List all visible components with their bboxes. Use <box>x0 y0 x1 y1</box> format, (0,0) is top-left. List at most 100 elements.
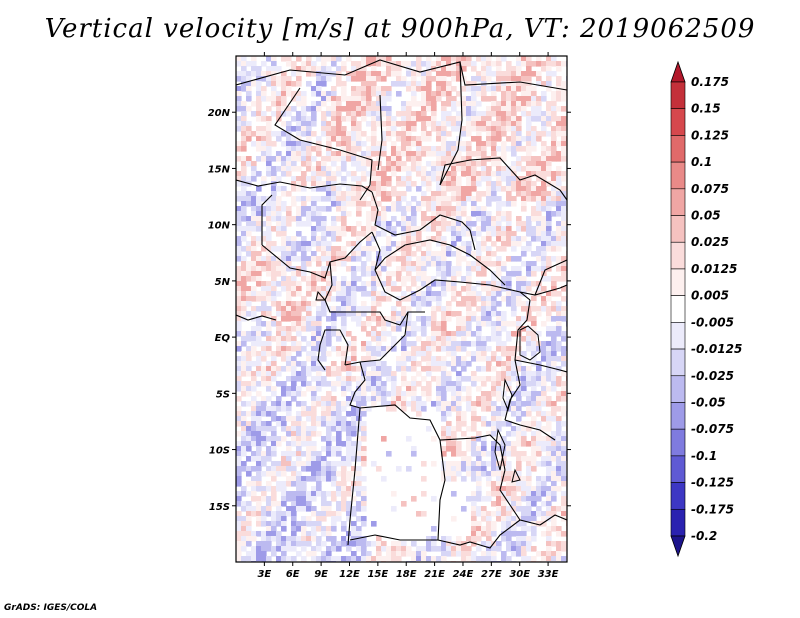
field-cell <box>356 76 362 82</box>
field-cell <box>291 256 297 262</box>
field-cell <box>536 401 542 407</box>
field-cell <box>416 406 422 412</box>
field-cell <box>236 276 242 282</box>
field-cell <box>436 281 442 287</box>
field-cell <box>551 156 557 162</box>
field-cell <box>451 401 457 407</box>
field-cell <box>421 461 427 467</box>
field-cell <box>371 521 377 527</box>
field-cell <box>481 166 487 172</box>
field-cell <box>516 361 522 367</box>
field-cell <box>491 296 497 302</box>
field-cell <box>556 221 562 227</box>
field-cell <box>336 426 342 432</box>
field-cell <box>336 191 342 197</box>
field-cell <box>441 236 447 242</box>
field-cell <box>316 461 322 467</box>
field-cell <box>271 366 277 372</box>
field-cell <box>476 386 482 392</box>
field-cell <box>306 121 312 127</box>
field-cell <box>466 246 472 252</box>
field-cell <box>426 301 432 307</box>
field-cell <box>386 96 392 102</box>
field-cell <box>366 81 372 87</box>
field-cell <box>316 466 322 472</box>
field-cell <box>511 411 517 417</box>
field-cell <box>521 336 527 342</box>
field-cell <box>361 101 367 107</box>
field-cell <box>271 96 277 102</box>
field-cell <box>256 201 262 207</box>
lake-outlines <box>315 290 541 483</box>
field-cell <box>561 406 567 412</box>
field-cell <box>361 171 367 177</box>
field-cell <box>511 431 517 437</box>
field-cell <box>236 471 242 477</box>
field-cell <box>486 541 492 547</box>
field-cell <box>296 376 302 382</box>
field-cell <box>301 496 307 502</box>
field-cell <box>376 86 382 92</box>
field-cell <box>401 61 407 67</box>
field-cell <box>281 206 287 212</box>
field-cell <box>456 66 462 72</box>
field-cell <box>411 236 417 242</box>
field-cell <box>351 486 357 492</box>
field-cell <box>466 61 472 67</box>
field-cell <box>306 141 312 147</box>
field-cell <box>361 376 367 382</box>
field-cell <box>271 156 277 162</box>
field-cell <box>346 381 352 387</box>
field-cell <box>236 441 242 447</box>
field-cell <box>556 106 562 112</box>
field-cell <box>541 511 547 517</box>
field-cell <box>476 131 482 137</box>
field-cell <box>436 251 442 257</box>
field-cell <box>311 476 317 482</box>
field-cell <box>531 96 537 102</box>
field-cell <box>281 386 287 392</box>
field-cell <box>391 271 397 277</box>
field-cell <box>496 511 502 517</box>
field-cell <box>521 106 527 112</box>
field-cell <box>281 71 287 77</box>
field-cell <box>531 101 537 107</box>
field-cell <box>546 166 552 172</box>
field-cell <box>296 456 302 462</box>
field-cell <box>281 131 287 137</box>
field-cell <box>326 501 332 507</box>
field-cell <box>461 286 467 292</box>
field-cell <box>356 466 362 472</box>
field-cell <box>366 106 372 112</box>
field-cell <box>556 241 562 247</box>
field-cell <box>296 476 302 482</box>
field-cell <box>261 181 267 187</box>
field-cell <box>486 336 492 342</box>
field-cell <box>256 471 262 477</box>
field-cell <box>321 501 327 507</box>
field-cell <box>546 226 552 232</box>
lat-tick-label: 5S <box>216 389 230 400</box>
field-cell <box>356 251 362 257</box>
field-cell <box>541 296 547 302</box>
field-cell <box>406 286 412 292</box>
field-cell <box>286 376 292 382</box>
field-cell <box>496 326 502 332</box>
field-cell <box>356 61 362 67</box>
field-cell <box>271 206 277 212</box>
field-cell <box>286 136 292 142</box>
field-cell <box>521 351 527 357</box>
field-cell <box>261 261 267 267</box>
field-cell <box>426 396 432 402</box>
field-cell <box>276 326 282 332</box>
field-cell <box>491 451 497 457</box>
field-cell <box>376 351 382 357</box>
field-cell <box>316 401 322 407</box>
field-cell <box>546 201 552 207</box>
field-cell <box>411 556 417 562</box>
field-cell <box>401 81 407 87</box>
field-cell <box>551 341 557 347</box>
field-cell <box>336 156 342 162</box>
field-cell <box>506 256 512 262</box>
field-cell <box>356 96 362 102</box>
